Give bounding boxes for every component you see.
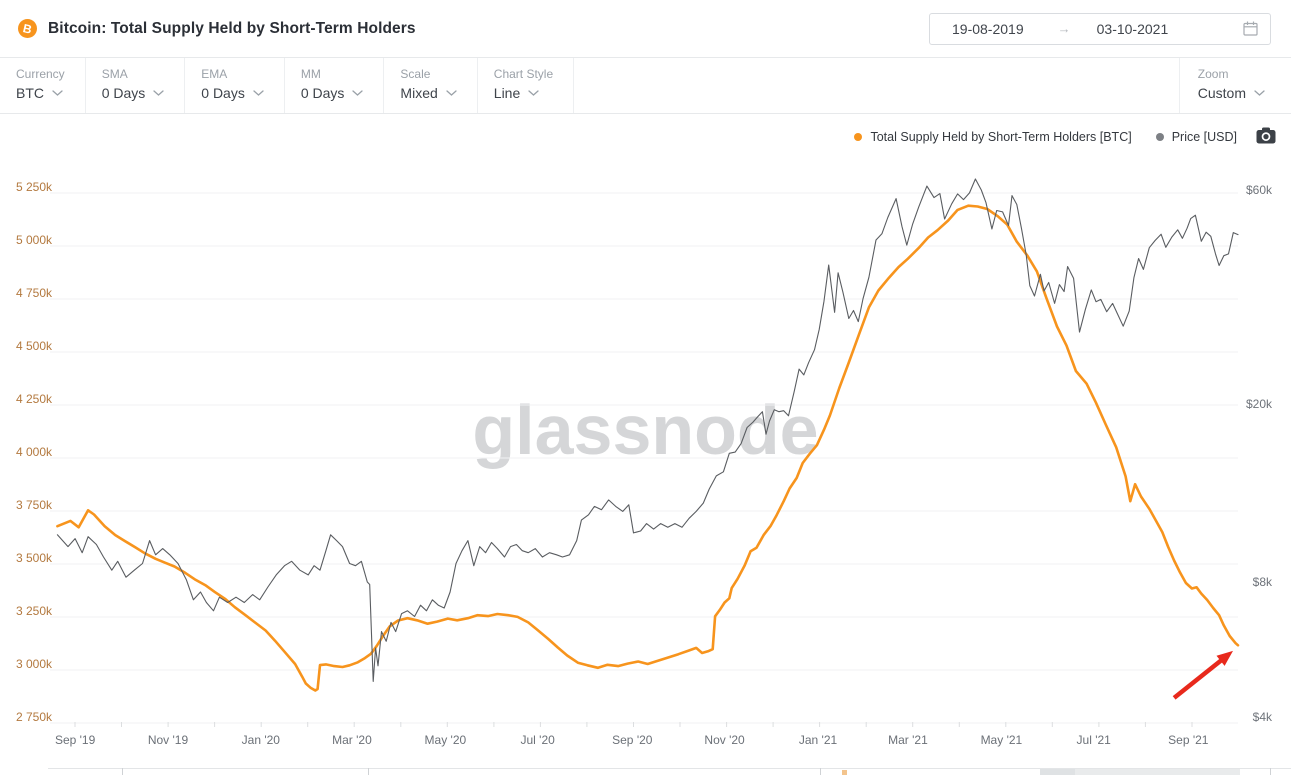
y-axis-label-left: 4 000k [16,445,53,459]
x-axis-label: May '21 [980,733,1023,747]
chevron-down-icon [1254,90,1265,96]
y-axis-label-left: 3 250k [16,604,53,618]
supply-series-dot-icon [854,133,863,141]
control-chart-style: Chart Style Line [478,58,575,113]
zoom-dropdown[interactable]: Custom [1198,85,1265,101]
timeline-navigator[interactable] [0,768,1291,775]
chart-title-group: B Bitcoin: Total Supply Held by Short-Te… [18,19,416,38]
x-axis-label: Mar '21 [888,733,928,747]
end-date-value[interactable]: 03-10-2021 [1096,20,1169,37]
y-axis-label-right: $60k [1245,183,1272,197]
x-axis-label: Jul '21 [1076,733,1111,747]
navigator-series-blip [842,770,847,775]
header: B Bitcoin: Total Supply Held by Short-Te… [0,0,1291,58]
control-scale: Scale Mixed [384,58,478,113]
mm-dropdown[interactable]: 0 Days [301,85,364,101]
x-axis-label: Sep '21 [1168,733,1209,747]
chevron-down-icon [153,90,164,96]
x-axis-label: Nov '20 [704,733,745,747]
control-label: MM [300,67,321,81]
chevron-down-icon [352,90,364,96]
control-sma: SMA 0 Days [86,58,186,113]
y-axis-label-right: $4k [1252,709,1272,724]
x-axis-label: Sep '20 [612,733,653,747]
chevron-down-icon [528,90,539,96]
control-ema: EMA 0 Days [185,58,285,113]
start-date-value[interactable]: 19-08-2019 [952,20,1024,37]
y-axis-label-right: $8k [1252,575,1272,590]
page-title: Bitcoin: Total Supply Held by Short-Term… [48,19,416,37]
chart-panel: Total Supply Held by Short-Term Holders … [0,114,1291,775]
camera-icon [1256,127,1276,144]
control-mm: MM 0 Days [285,58,385,113]
x-axis-label: Mar '20 [332,733,372,747]
x-axis-label: Jan '21 [798,733,838,747]
chart-legend: Total Supply Held by Short-Term Holders … [854,130,1237,144]
control-currency: Currency BTC [0,58,86,113]
chevron-down-icon [253,90,264,96]
legend-item-supply[interactable]: Total Supply Held by Short-Term Holders … [854,130,1132,144]
ema-dropdown[interactable]: 0 Days [201,85,264,101]
scale-dropdown[interactable]: Mixed [400,85,457,101]
price-series-dot-icon [1155,133,1164,141]
glassnode-watermark: glassnode [472,391,819,469]
y-axis-label-left: 4 250k [16,392,53,406]
chart-style-dropdown[interactable]: Line [494,85,553,101]
control-label: Chart Style [493,67,554,81]
x-axis-label: Jan '20 [241,733,280,747]
control-zoom: Zoom Custom [1178,58,1291,113]
control-label: EMA [201,67,228,81]
control-label: Zoom [1197,67,1229,81]
control-label: Currency [16,67,65,81]
camera-screenshot-button[interactable] [1256,127,1276,144]
date-range-arrow-icon: → [1057,21,1071,36]
y-axis-label-left: 5 000k [16,233,53,247]
sma-dropdown[interactable]: 0 Days [102,85,165,101]
y-axis-label-left: 4 750k [16,286,53,300]
date-range-picker[interactable]: 19-08-2019 → 03-10-2021 [929,12,1271,45]
currency-dropdown[interactable]: BTC [16,85,65,101]
x-axis-label: Nov '19 [147,733,189,747]
y-axis-label-left: 5 250k [16,180,53,194]
chevron-down-icon [52,90,63,96]
x-axis-label: May '20 [424,733,467,747]
control-label: SMA [101,67,128,81]
chevron-down-icon [446,90,457,96]
calendar-icon[interactable] [1243,21,1258,36]
bitcoin-icon: B [18,19,37,38]
legend-item-price[interactable]: Price [USD] [1155,130,1237,144]
y-axis-label-right: $20k [1245,396,1272,411]
y-axis-label-left: 3 000k [16,657,53,671]
y-axis-label-left: 2 750k [16,710,53,724]
x-axis-label: Sep '19 [54,733,96,747]
chart-toolbar: Currency BTC SMA 0 Days EMA 0 Days MM 0 … [0,58,1291,114]
chart-plot-area[interactable] [0,114,1291,775]
y-axis-label-left: 3 750k [16,498,53,512]
legend-label: Total Supply Held by Short-Term Holders … [870,130,1132,144]
legend-label: Price [USD] [1171,130,1237,144]
x-axis-label: Jul '20 [520,733,555,747]
y-axis-label-left: 3 500k [16,551,53,565]
control-label: Scale [400,67,431,81]
y-axis-label-left: 4 500k [16,339,53,353]
